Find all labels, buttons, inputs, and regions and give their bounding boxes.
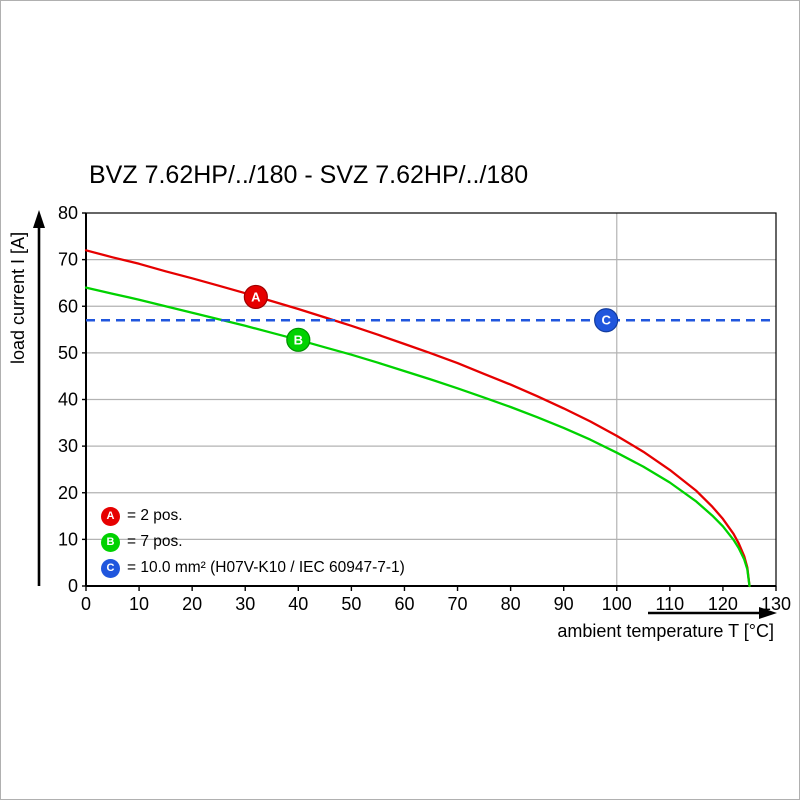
y-axis-label: load current I [A] bbox=[8, 231, 28, 364]
x-tick-label: 80 bbox=[501, 594, 521, 614]
y-tick-label: 10 bbox=[58, 529, 78, 549]
marker-c bbox=[594, 308, 619, 333]
chart-legend: A = 2 pos. B = 7 pos. C = 10.0 mm² (H07V… bbox=[101, 503, 405, 581]
y-tick-label: 70 bbox=[58, 250, 78, 270]
y-tick-label: 30 bbox=[58, 436, 78, 456]
marker-b bbox=[286, 327, 311, 352]
legend-label-b: = 7 pos. bbox=[127, 533, 183, 550]
legend-item-c: C = 10.0 mm² (H07V-K10 / IEC 60947-7-1) bbox=[101, 555, 405, 581]
x-tick-label: 120 bbox=[708, 594, 738, 614]
x-tick-label: 110 bbox=[655, 594, 684, 614]
x-axis-arrowhead bbox=[759, 607, 777, 619]
curve-a bbox=[84, 249, 751, 588]
marker-letter-c: C bbox=[601, 313, 611, 328]
x-axis-label: ambient temperature T [°C] bbox=[557, 621, 774, 641]
marker-a bbox=[243, 284, 268, 310]
y-tick-label: 40 bbox=[58, 390, 78, 410]
y-tick-label: 50 bbox=[58, 343, 78, 363]
x-tick-label: 0 bbox=[81, 594, 91, 614]
marker-letter-a: A bbox=[251, 289, 261, 304]
x-tick-label: 20 bbox=[182, 594, 202, 614]
legend-item-b: B = 7 pos. bbox=[101, 529, 405, 555]
x-tick-label: 90 bbox=[554, 594, 574, 614]
marker-letter-b: B bbox=[294, 332, 303, 347]
legend-label-a: = 2 pos. bbox=[127, 507, 183, 524]
x-tick-label: 50 bbox=[341, 594, 361, 614]
y-tick-label: 60 bbox=[58, 296, 78, 316]
x-tick-label: 130 bbox=[761, 594, 791, 614]
legend-marker-b-icon: B bbox=[101, 532, 120, 552]
x-tick-label: 40 bbox=[288, 594, 308, 614]
y-tick-label: 80 bbox=[58, 203, 78, 223]
curve-b bbox=[84, 286, 751, 588]
x-tick-label: 60 bbox=[394, 594, 414, 614]
y-axis-arrowhead bbox=[33, 210, 45, 228]
y-tick-label: 20 bbox=[58, 483, 78, 503]
chart-title: BVZ 7.62HP/../180 - SVZ 7.62HP/../180 bbox=[89, 161, 529, 189]
x-tick-label: 70 bbox=[448, 594, 468, 614]
legend-label-c: = 10.0 mm² (H07V-K10 / IEC 60947-7-1) bbox=[127, 559, 405, 576]
x-tick-label: 10 bbox=[129, 594, 149, 614]
x-tick-label: 30 bbox=[235, 594, 255, 614]
y-tick-label: 0 bbox=[68, 576, 78, 596]
legend-item-a: A = 2 pos. bbox=[101, 503, 405, 529]
legend-marker-a-icon: A bbox=[101, 506, 120, 526]
legend-marker-c-icon: C bbox=[101, 558, 120, 578]
x-tick-label: 100 bbox=[602, 594, 632, 614]
